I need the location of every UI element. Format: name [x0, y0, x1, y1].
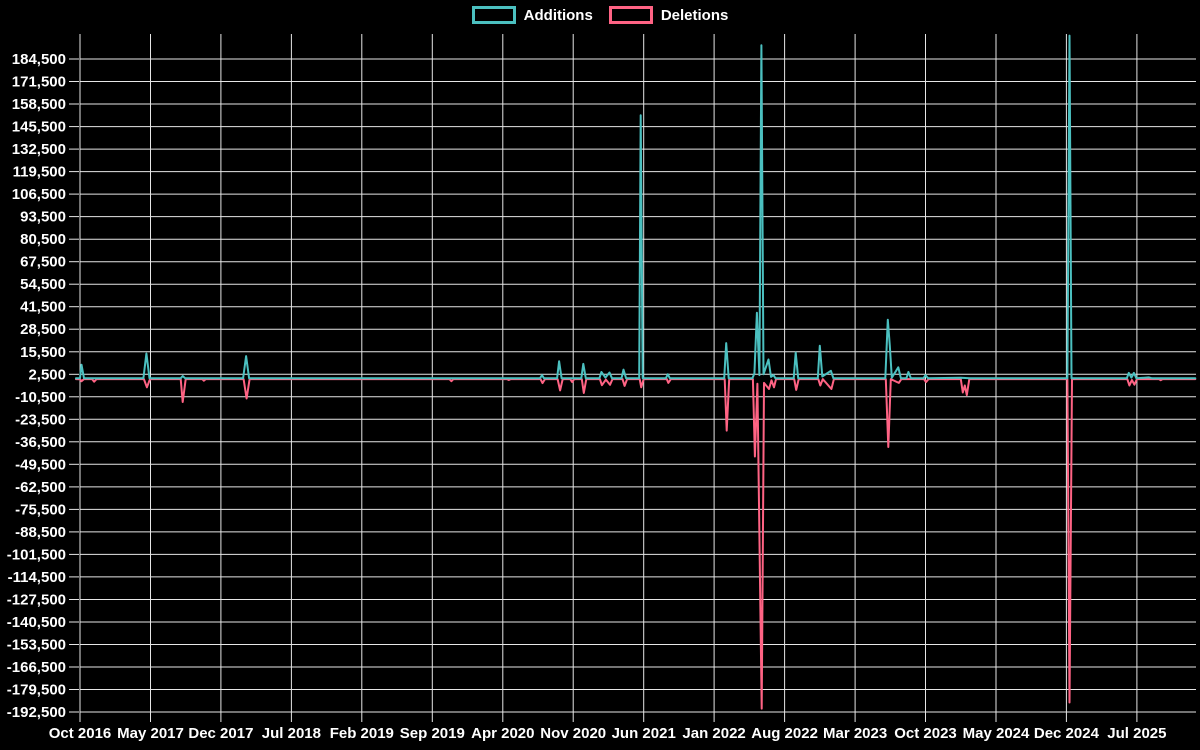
y-tick-label: -101,500	[7, 546, 66, 563]
x-tick-label: Apr 2020	[471, 725, 534, 742]
x-tick-label: Mar 2023	[823, 725, 887, 742]
x-tick-label: Dec 2017	[188, 725, 253, 742]
x-tick-label: May 2024	[963, 725, 1030, 742]
y-tick-label: 80,500	[20, 231, 66, 248]
deletions-legend-label: Deletions	[660, 6, 729, 24]
deletions-line	[75, 378, 1197, 710]
additions-line	[75, 34, 1197, 380]
y-tick-label: 67,500	[20, 254, 66, 271]
y-tick-label: 41,500	[20, 299, 66, 316]
y-tick-label: -88,500	[15, 524, 66, 541]
y-tick-label: 54,500	[20, 276, 66, 293]
y-tick-label: 28,500	[20, 321, 66, 338]
x-tick-label: Jul 2025	[1107, 725, 1166, 742]
y-tick-label: -23,500	[15, 411, 66, 428]
y-tick-label: -140,500	[7, 614, 66, 631]
y-tick-label: -127,500	[7, 592, 66, 609]
legend-item-deletions[interactable]: Deletions	[608, 6, 729, 24]
y-tick-label: -192,500	[7, 704, 66, 721]
y-tick-label: -153,500	[7, 637, 66, 654]
y-tick-label: 15,500	[20, 344, 66, 361]
y-tick-label: 145,500	[12, 119, 66, 136]
y-tick-label: 106,500	[12, 186, 66, 203]
y-tick-label: -10,500	[15, 389, 66, 406]
deletions-swatch-icon	[608, 6, 653, 24]
x-tick-label: Oct 2016	[49, 725, 112, 742]
chart-legend: Additions Deletions	[0, 6, 1200, 24]
additions-swatch-icon	[471, 6, 516, 24]
x-tick-label: Jan 2022	[682, 725, 745, 742]
x-tick-label: Dec 2024	[1034, 725, 1100, 742]
y-tick-label: -75,500	[15, 501, 66, 518]
x-tick-label: Feb 2019	[330, 725, 394, 742]
x-tick-label: Sep 2019	[400, 725, 465, 742]
x-tick-label: Nov 2020	[540, 725, 606, 742]
y-tick-label: -62,500	[15, 479, 66, 496]
x-tick-label: Aug 2022	[751, 725, 818, 742]
x-tick-label: Oct 2023	[894, 725, 957, 742]
y-tick-label: 171,500	[12, 74, 66, 91]
y-tick-label: 184,500	[12, 51, 66, 68]
x-tick-label: Jun 2021	[612, 725, 676, 742]
y-tick-label: 158,500	[12, 96, 66, 113]
y-tick-label: 119,500	[13, 164, 66, 181]
y-tick-label: -49,500	[15, 456, 66, 473]
x-tick-label: Jul 2018	[262, 725, 321, 742]
y-tick-label: 2,500	[28, 366, 66, 383]
legend-item-additions[interactable]: Additions	[471, 6, 593, 24]
additions-legend-label: Additions	[523, 6, 593, 24]
y-tick-label: -166,500	[7, 659, 66, 676]
y-tick-label: 132,500	[12, 141, 66, 158]
y-tick-label: -114,500	[8, 569, 66, 586]
y-tick-label: 93,500	[20, 209, 66, 226]
y-tick-label: -36,500	[15, 434, 66, 451]
x-tick-label: May 2017	[117, 725, 184, 742]
y-tick-label: -179,500	[7, 682, 66, 699]
